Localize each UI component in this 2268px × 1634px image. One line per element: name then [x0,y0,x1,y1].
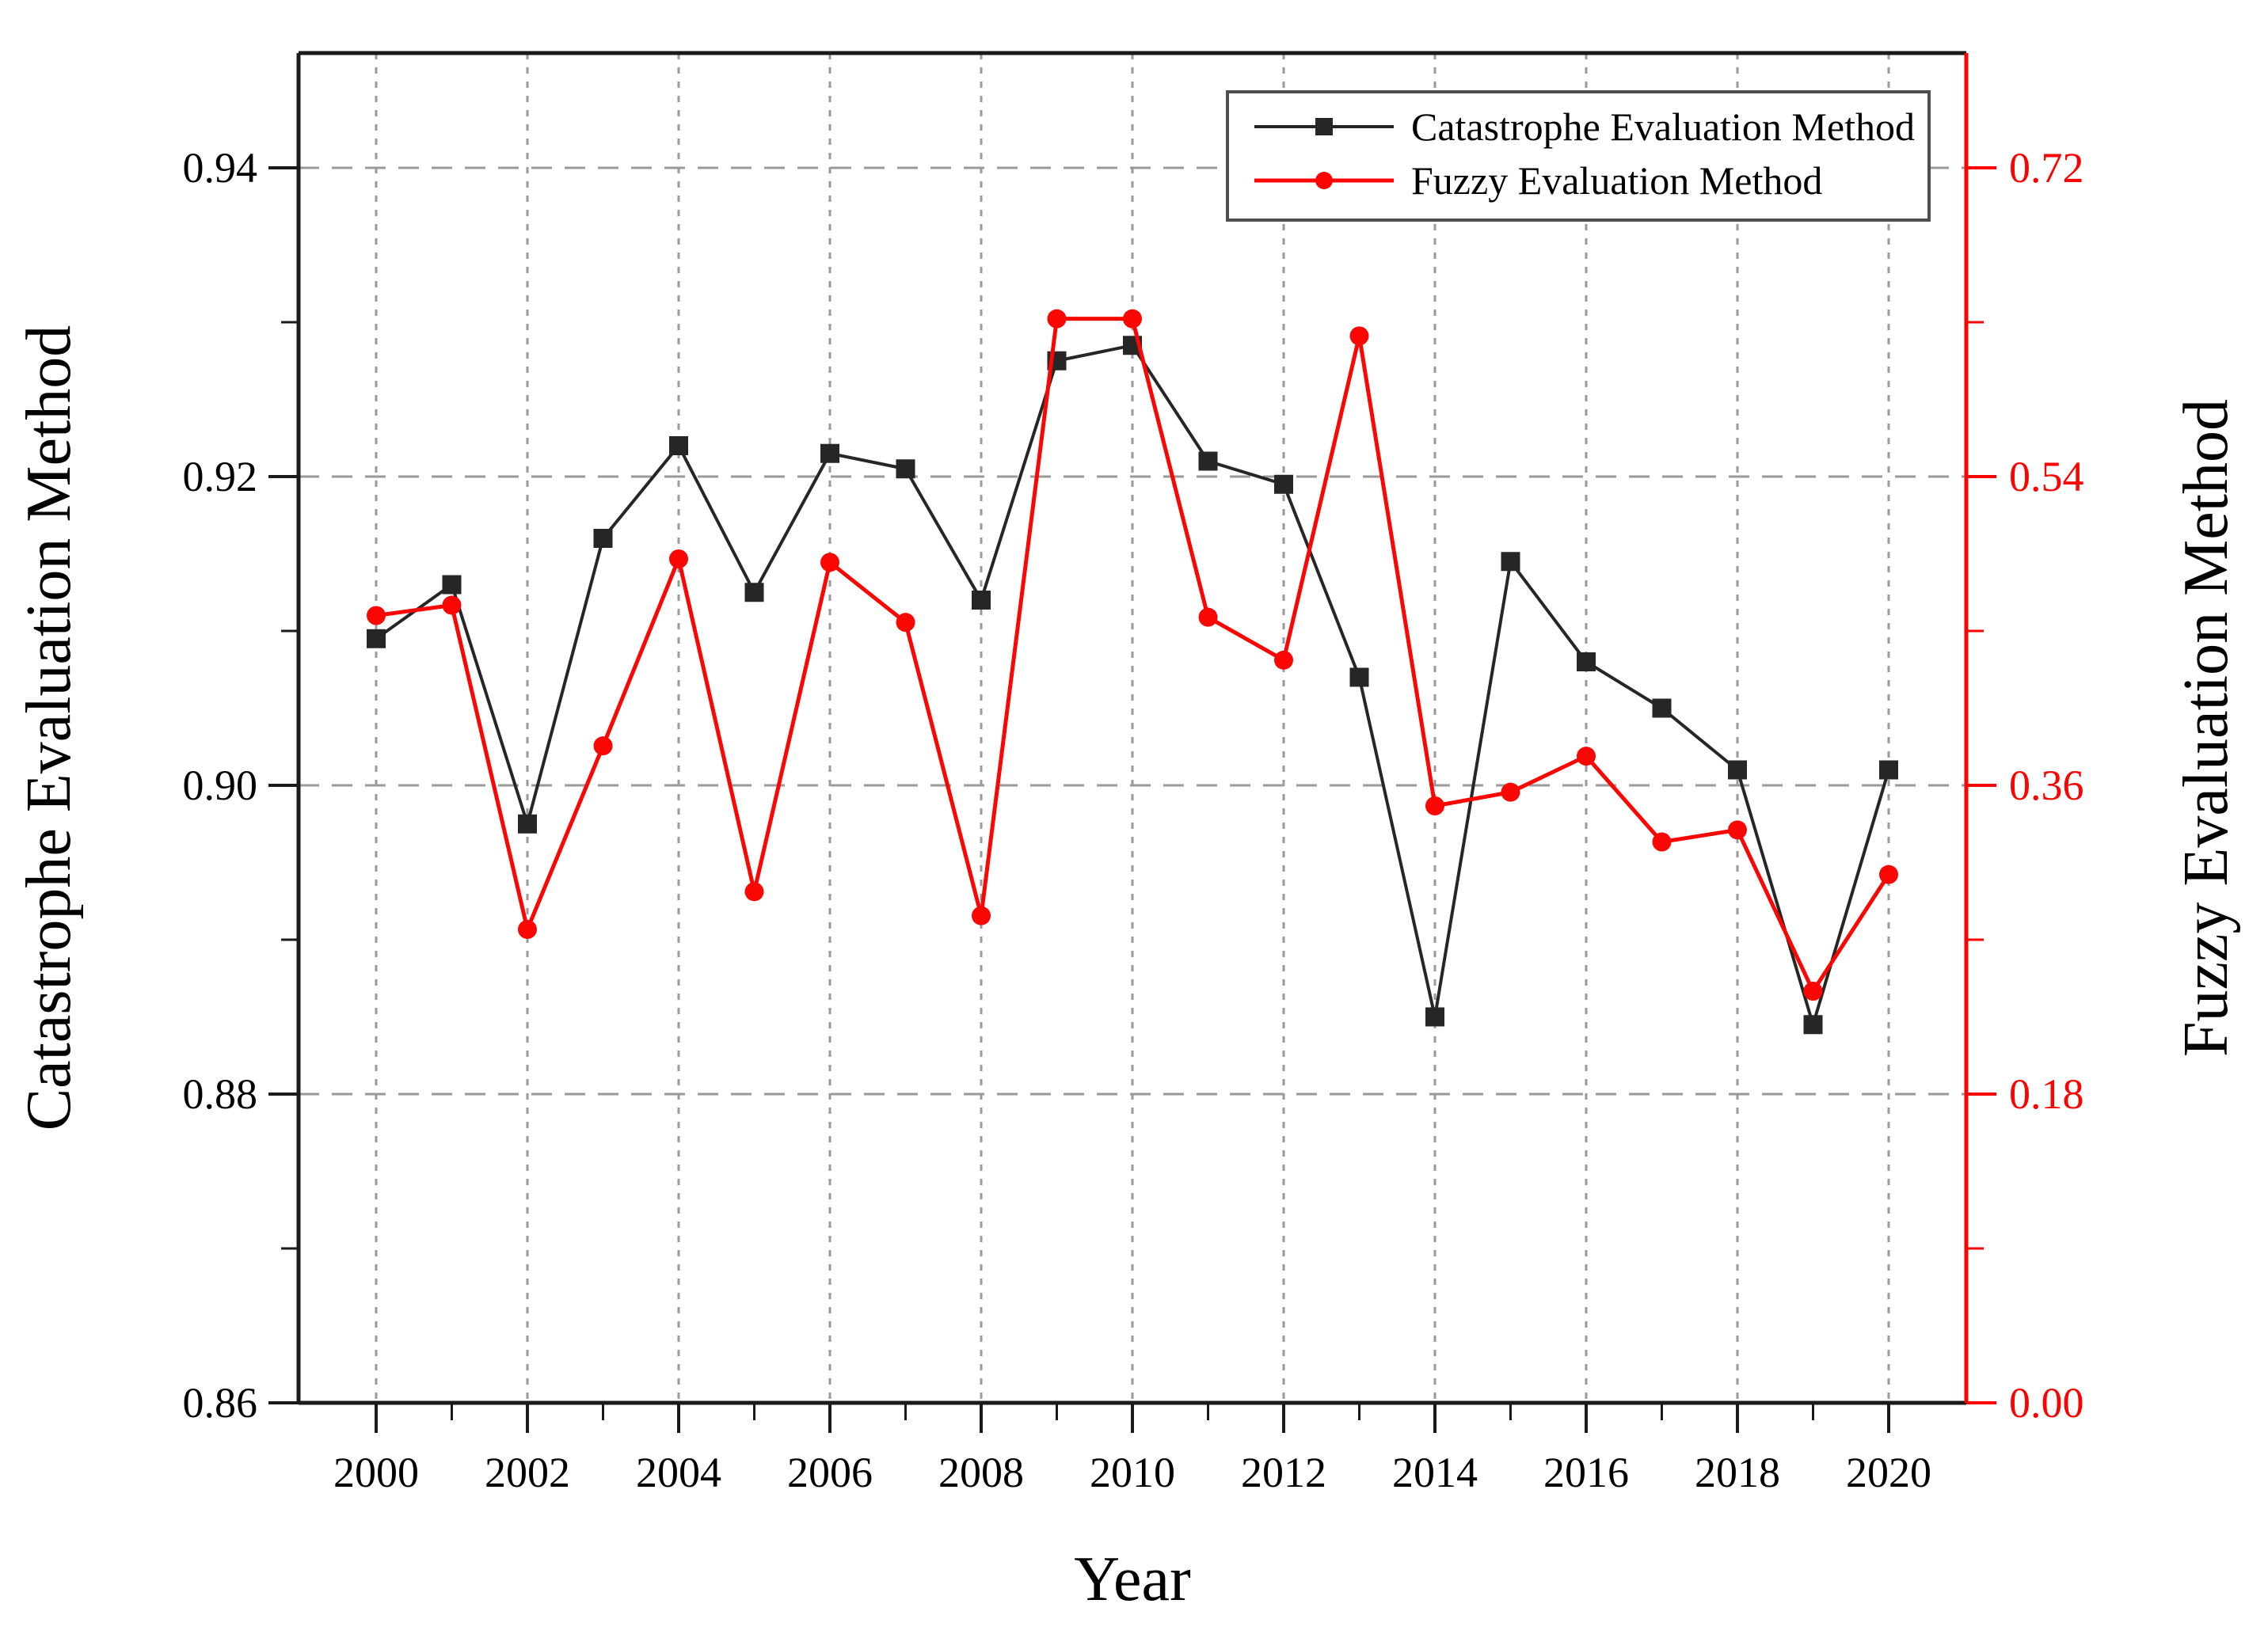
right-axis-tick-label: 0.36 [2009,762,2084,809]
data-point-circle [1047,309,1067,329]
data-point-square [518,814,537,834]
data-point-square [1577,652,1596,671]
x-axis-tick-label: 2014 [1392,1449,1478,1496]
data-point-circle [1123,309,1142,329]
data-point-circle [1803,982,1823,1001]
legend-label: Fuzzy Evaluation Method [1411,158,1822,203]
x-axis-tick-label: 2004 [636,1449,721,1496]
data-point-square [1652,698,1672,718]
right-axis-title: Fuzzy Evaluation Method [2171,399,2241,1057]
data-point-square [972,591,991,610]
data-point-square [744,583,764,602]
right-axis-tick-label: 0.00 [2009,1379,2084,1427]
left-axis-tick-label: 0.90 [183,762,258,809]
data-point-circle [1349,326,1369,346]
data-point-square [896,459,915,479]
right-axis-tick-label: 0.18 [2009,1070,2084,1118]
left-axis-tick-label: 0.92 [183,453,258,500]
data-point-square [1349,667,1369,687]
data-point-circle [744,882,764,902]
data-point-circle [1879,864,1898,884]
data-point-circle [972,906,991,925]
data-point-square [820,443,839,463]
data-point-square [1425,1007,1444,1027]
data-point-circle [1652,832,1672,852]
data-point-circle [367,606,386,625]
data-point-square [1803,1015,1823,1035]
x-axis-tick-label: 2016 [1543,1449,1629,1496]
left-axis-tick-label: 0.94 [183,144,258,192]
x-axis-tick-label: 2000 [333,1449,419,1496]
data-point-circle [1425,796,1444,815]
data-point-circle [518,920,537,939]
data-point-square [442,575,462,595]
x-axis-tick-label: 2010 [1090,1449,1175,1496]
x-axis-tick-label: 2006 [787,1449,873,1496]
data-point-square [1501,552,1520,572]
data-point-circle [896,613,915,633]
right-axis-tick-label: 0.54 [2009,453,2084,500]
left-axis-title: Catastrophe Evaluation Method [14,325,84,1131]
data-point-circle [820,553,839,572]
data-point-circle [442,595,462,615]
data-point-circle [1728,820,1747,840]
left-axis-tick-label: 0.88 [183,1070,258,1118]
x-axis-tick-label: 2012 [1241,1449,1326,1496]
data-point-circle [593,736,613,756]
data-point-square [1198,451,1218,471]
data-point-circle [1577,747,1596,766]
data-point-circle [1501,782,1520,802]
legend-marker-circle [1315,172,1333,189]
data-point-square [669,436,688,455]
legend-label: Catastrophe Evaluation Method [1411,104,1915,149]
data-point-square [367,629,386,648]
data-point-circle [1198,607,1218,627]
data-point-square [593,529,613,548]
data-point-square [1274,474,1293,494]
legend-box [1226,90,1931,222]
legend-marker-square [1315,118,1333,135]
data-point-square [1728,760,1747,780]
right-axis-tick-label: 0.72 [2009,144,2084,192]
x-axis-title: Year [1074,1545,1190,1614]
x-axis-tick-label: 2018 [1695,1449,1780,1496]
x-axis-tick-label: 2020 [1846,1449,1931,1496]
data-point-circle [1274,650,1293,670]
data-point-circle [669,549,688,568]
left-axis-tick-label: 0.86 [183,1379,258,1427]
x-axis-tick-label: 2008 [938,1449,1024,1496]
data-point-square [1879,760,1898,780]
x-axis-tick-label: 2002 [485,1449,570,1496]
